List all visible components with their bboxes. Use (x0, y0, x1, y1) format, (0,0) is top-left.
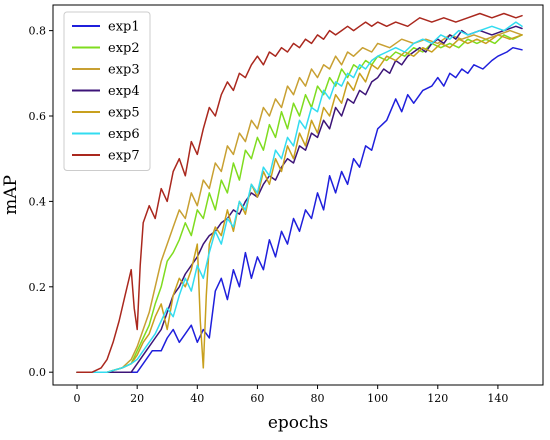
x-tick-label: 100 (367, 392, 388, 405)
x-tick-label: 60 (250, 392, 264, 405)
x-tick-label: 80 (311, 392, 325, 405)
legend: exp1 exp2 exp3 exp4 exp5 exp6 exp7 (63, 11, 151, 171)
x-axis-title: epochs (268, 413, 328, 433)
y-tick-label: 0.8 (29, 25, 47, 38)
axis-ticks: 0 20 40 60 80 100 120 140 0.0 0.2 0.4 0.6 0.8 (29, 25, 509, 405)
legend-label-exp1: exp1 (108, 20, 140, 35)
series-line-exp6 (76, 21, 523, 373)
legend-label-exp3: exp3 (108, 63, 140, 78)
x-tick-label: 40 (190, 392, 204, 405)
x-tick-label: 0 (74, 392, 81, 405)
legend-label-exp5: exp5 (108, 106, 140, 121)
x-tick-label: 20 (130, 392, 144, 405)
series-line-exp5 (76, 34, 523, 373)
x-tick-label: 140 (487, 392, 508, 405)
y-tick-label: 0.0 (29, 366, 47, 379)
legend-box (63, 11, 151, 171)
y-tick-label: 0.2 (29, 281, 47, 294)
legend-label-exp7: exp7 (108, 149, 140, 164)
series-line-exp3 (76, 29, 523, 373)
y-axis-title: mAP (1, 175, 21, 215)
x-tick-label: 120 (427, 392, 448, 405)
series-line-exp7 (76, 12, 523, 373)
series-line-exp1 (76, 46, 523, 373)
series-lines (76, 12, 523, 373)
plot-frame (52, 4, 544, 386)
legend-label-exp4: exp4 (108, 84, 140, 99)
legend-label-exp6: exp6 (108, 127, 140, 142)
y-tick-label: 0.6 (29, 110, 47, 123)
y-tick-label: 0.4 (29, 195, 47, 208)
legend-label-exp2: exp2 (108, 41, 140, 56)
